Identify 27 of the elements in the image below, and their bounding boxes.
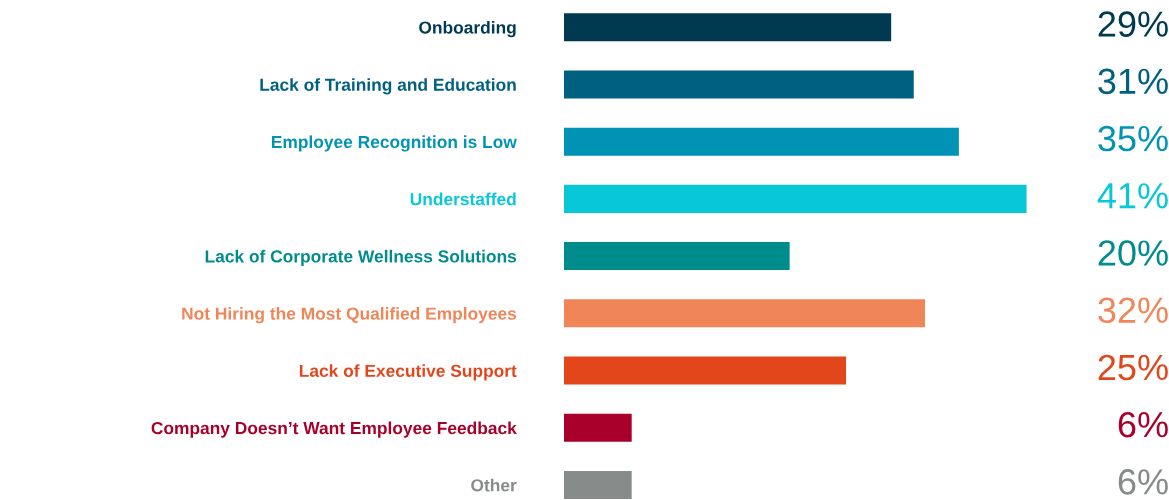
data-label: 6% xyxy=(1118,411,1168,438)
data-label: 31% xyxy=(1098,68,1168,95)
y-tick-label: Understaffed xyxy=(410,192,516,206)
data-label: 32% xyxy=(1098,297,1168,324)
bar xyxy=(564,184,1027,213)
y-tick-label: Onboarding xyxy=(419,20,516,38)
bar xyxy=(564,413,632,442)
bar xyxy=(564,299,926,328)
data-label: 41% xyxy=(1097,183,1168,209)
data-label: 35% xyxy=(1098,125,1168,152)
data-label: 25% xyxy=(1098,354,1168,381)
y-tick-label: Other xyxy=(471,478,517,492)
data-label: 20% xyxy=(1098,240,1168,266)
data-label: 29% xyxy=(1098,11,1168,37)
y-tick-label: Lack of Corporate Wellness Solutions xyxy=(205,249,517,266)
bar xyxy=(564,356,847,385)
y-tick-label: Not Hiring the Most Qualified Employees xyxy=(182,307,517,324)
data-label: 6% xyxy=(1118,469,1168,495)
y-tick-label: Employee Recognition is Low xyxy=(271,135,517,152)
y-tick-label: Lack of Executive Support xyxy=(299,364,517,381)
bar xyxy=(564,242,790,271)
bar xyxy=(564,127,959,156)
y-tick-label: Lack of Training and Education xyxy=(260,78,516,95)
bar xyxy=(564,70,914,99)
bar xyxy=(564,470,632,500)
y-tick-label: Company Doesn’t Want Employee Feedback xyxy=(151,421,517,438)
bar xyxy=(564,13,892,42)
